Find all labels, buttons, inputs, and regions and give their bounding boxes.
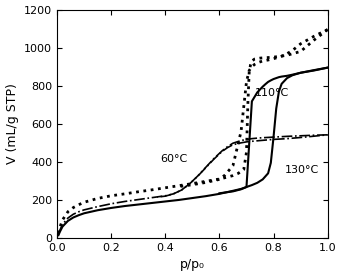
X-axis label: p/p₀: p/p₀ [180, 258, 205, 271]
Text: 60°C: 60°C [160, 154, 187, 164]
Y-axis label: V (mL/g STP): V (mL/g STP) [5, 83, 18, 164]
Text: 130°C: 130°C [284, 165, 319, 175]
Text: 110°C: 110°C [254, 88, 289, 98]
